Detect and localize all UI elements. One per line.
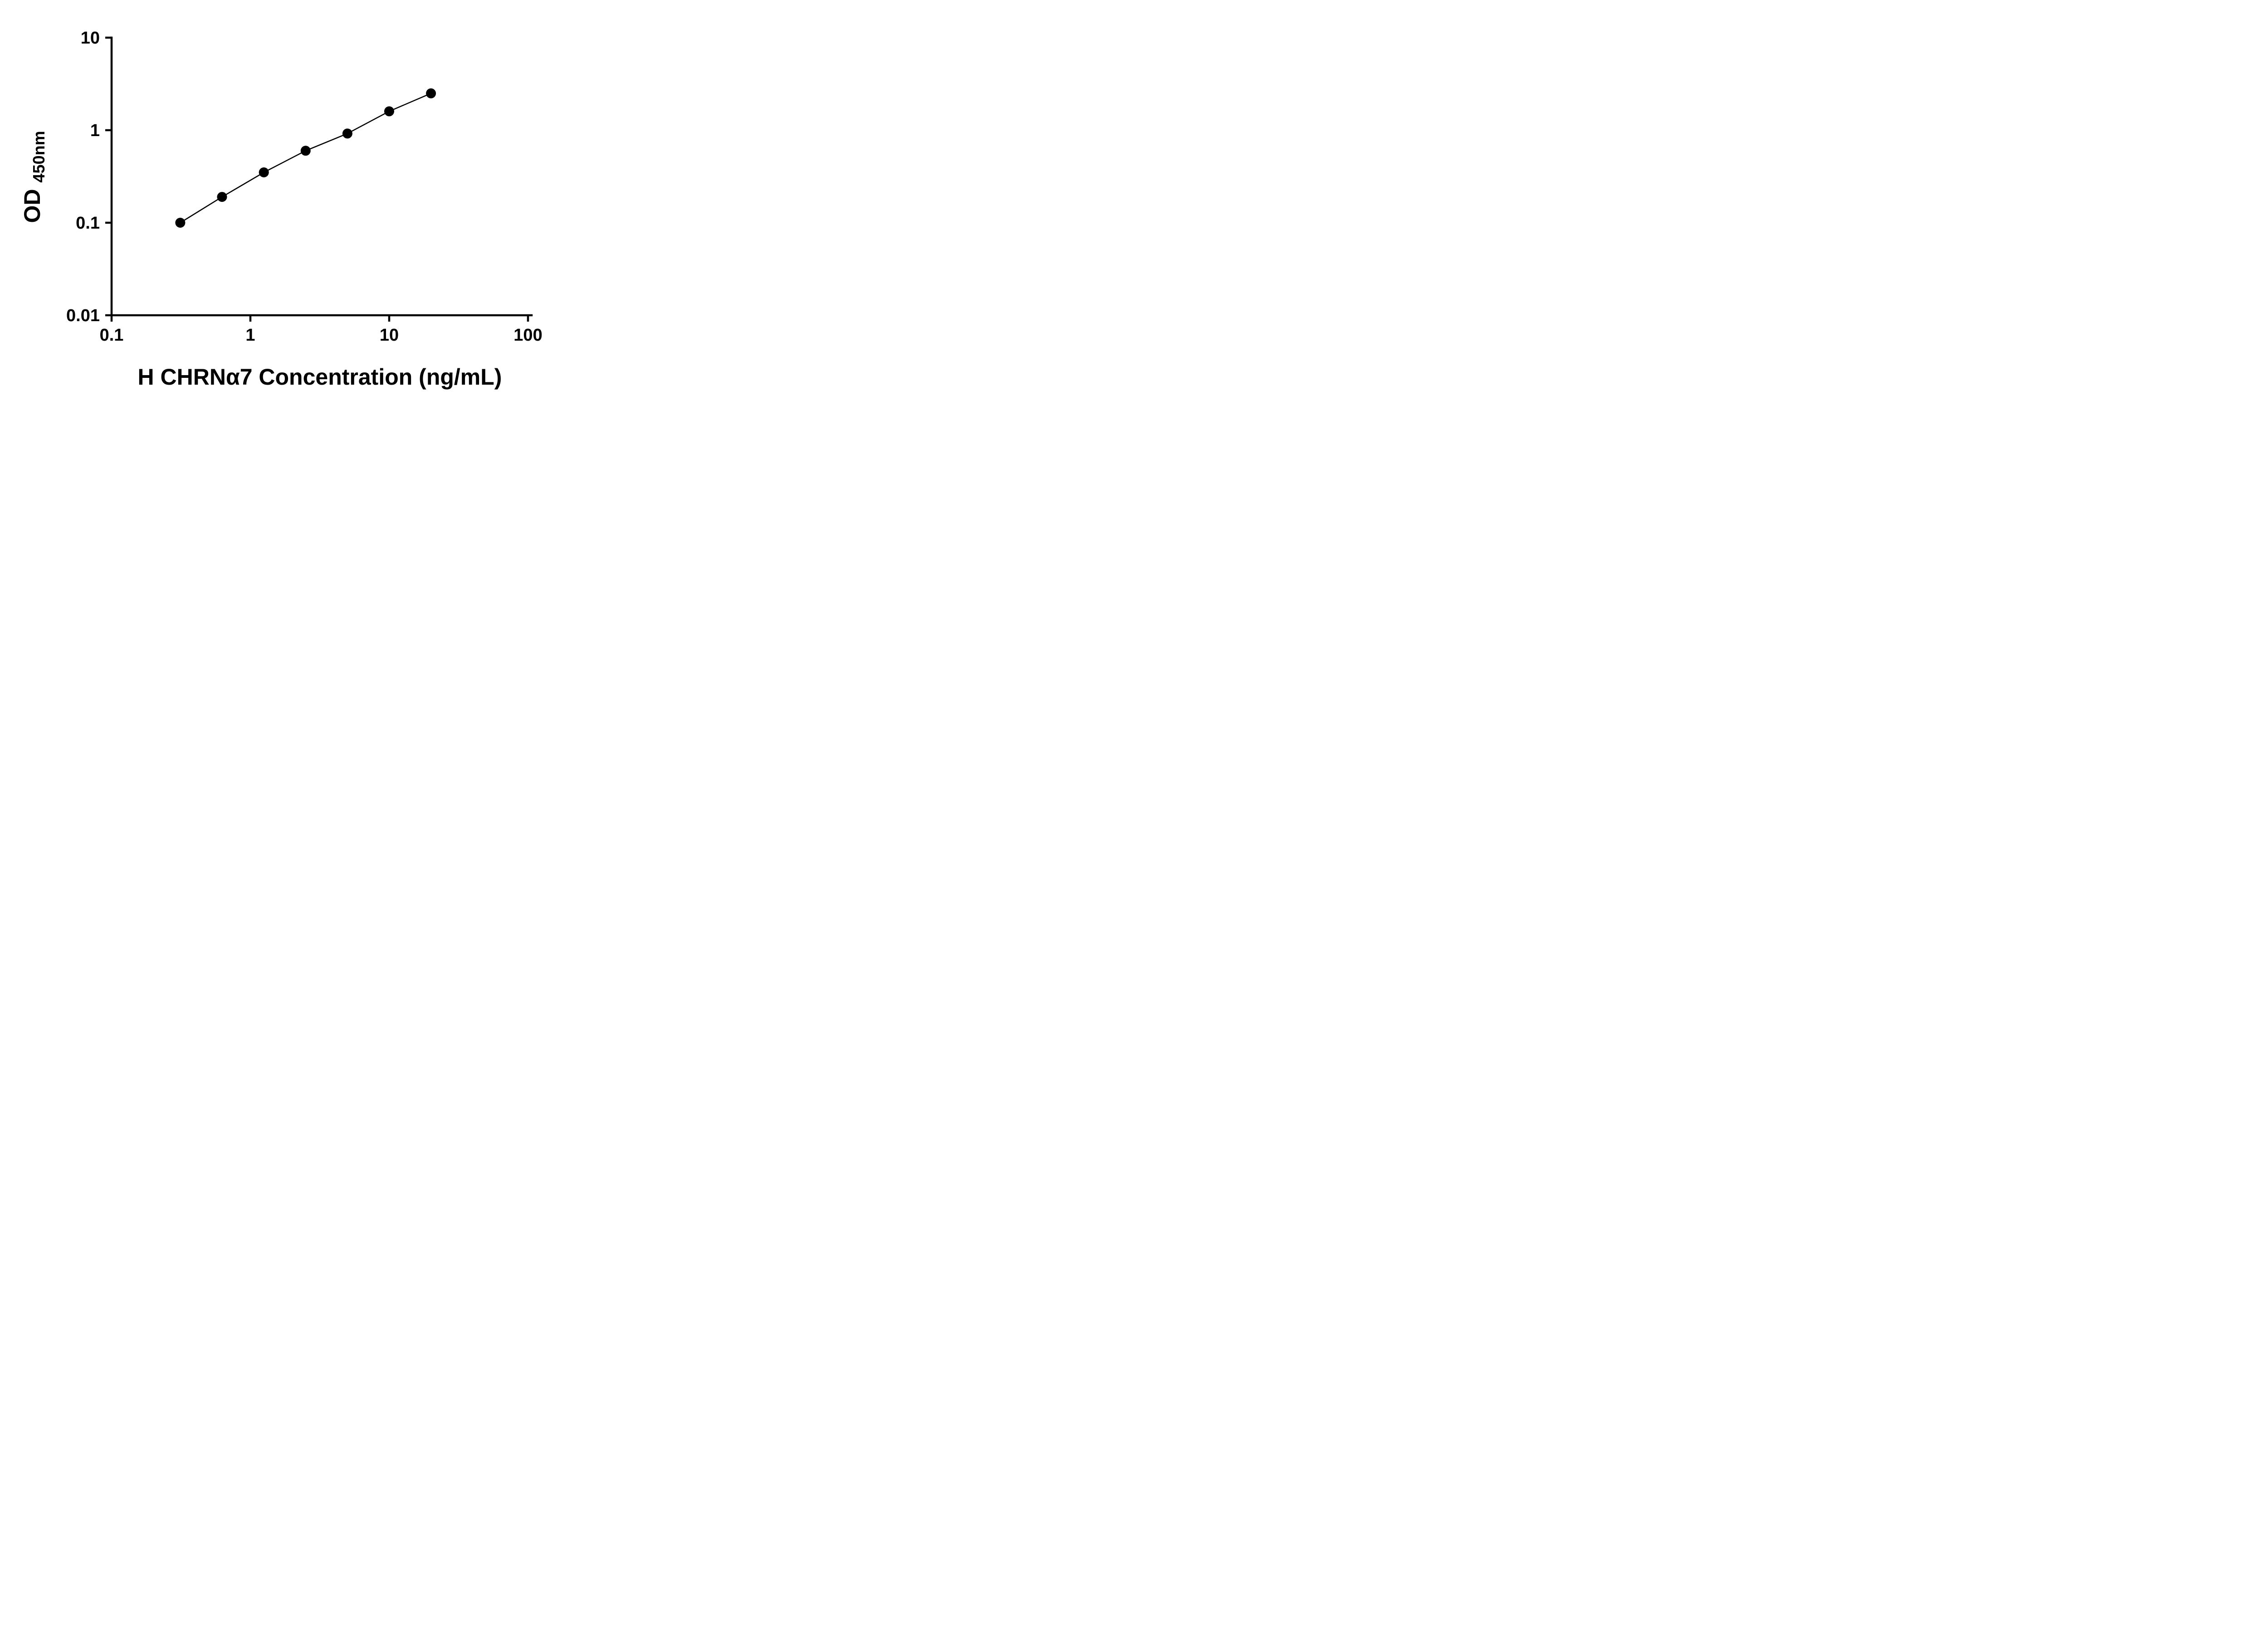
elisa-standard-curve-chart: 0.1 1 10 100 0.01 0.1 1 10 H CHRNα7 Concentrati… bbox=[0, 0, 583, 408]
x-tick-label: 1 bbox=[245, 326, 255, 345]
x-axis-title: H CHRNα7 Concentration (ng/mL) bbox=[138, 364, 502, 390]
data-point-marker bbox=[300, 146, 311, 156]
x-tick-label: 100 bbox=[513, 326, 542, 345]
data-point-marker bbox=[259, 167, 269, 177]
y-tick-label: 0.01 bbox=[66, 306, 100, 325]
x-tick-label: 10 bbox=[380, 326, 399, 345]
y-tick-label: 1 bbox=[90, 121, 100, 140]
x-tick-label: 0.1 bbox=[100, 326, 124, 345]
data-series bbox=[175, 88, 436, 228]
data-point-marker bbox=[217, 192, 227, 202]
y-axis-title-subscript: 450nm bbox=[29, 131, 48, 183]
y-axis-title-text: OD 450nm bbox=[20, 131, 48, 223]
y-tick-label: 10 bbox=[81, 29, 100, 48]
data-point-marker bbox=[342, 128, 352, 139]
y-tick-label: 0.1 bbox=[76, 214, 100, 233]
y-axis-title-main: OD bbox=[20, 189, 45, 223]
data-point-marker bbox=[384, 106, 394, 117]
y-axis-title: OD 450nm bbox=[20, 131, 48, 223]
data-point-marker bbox=[426, 88, 436, 98]
axis-spine bbox=[110, 36, 533, 317]
data-point-marker bbox=[175, 218, 186, 228]
